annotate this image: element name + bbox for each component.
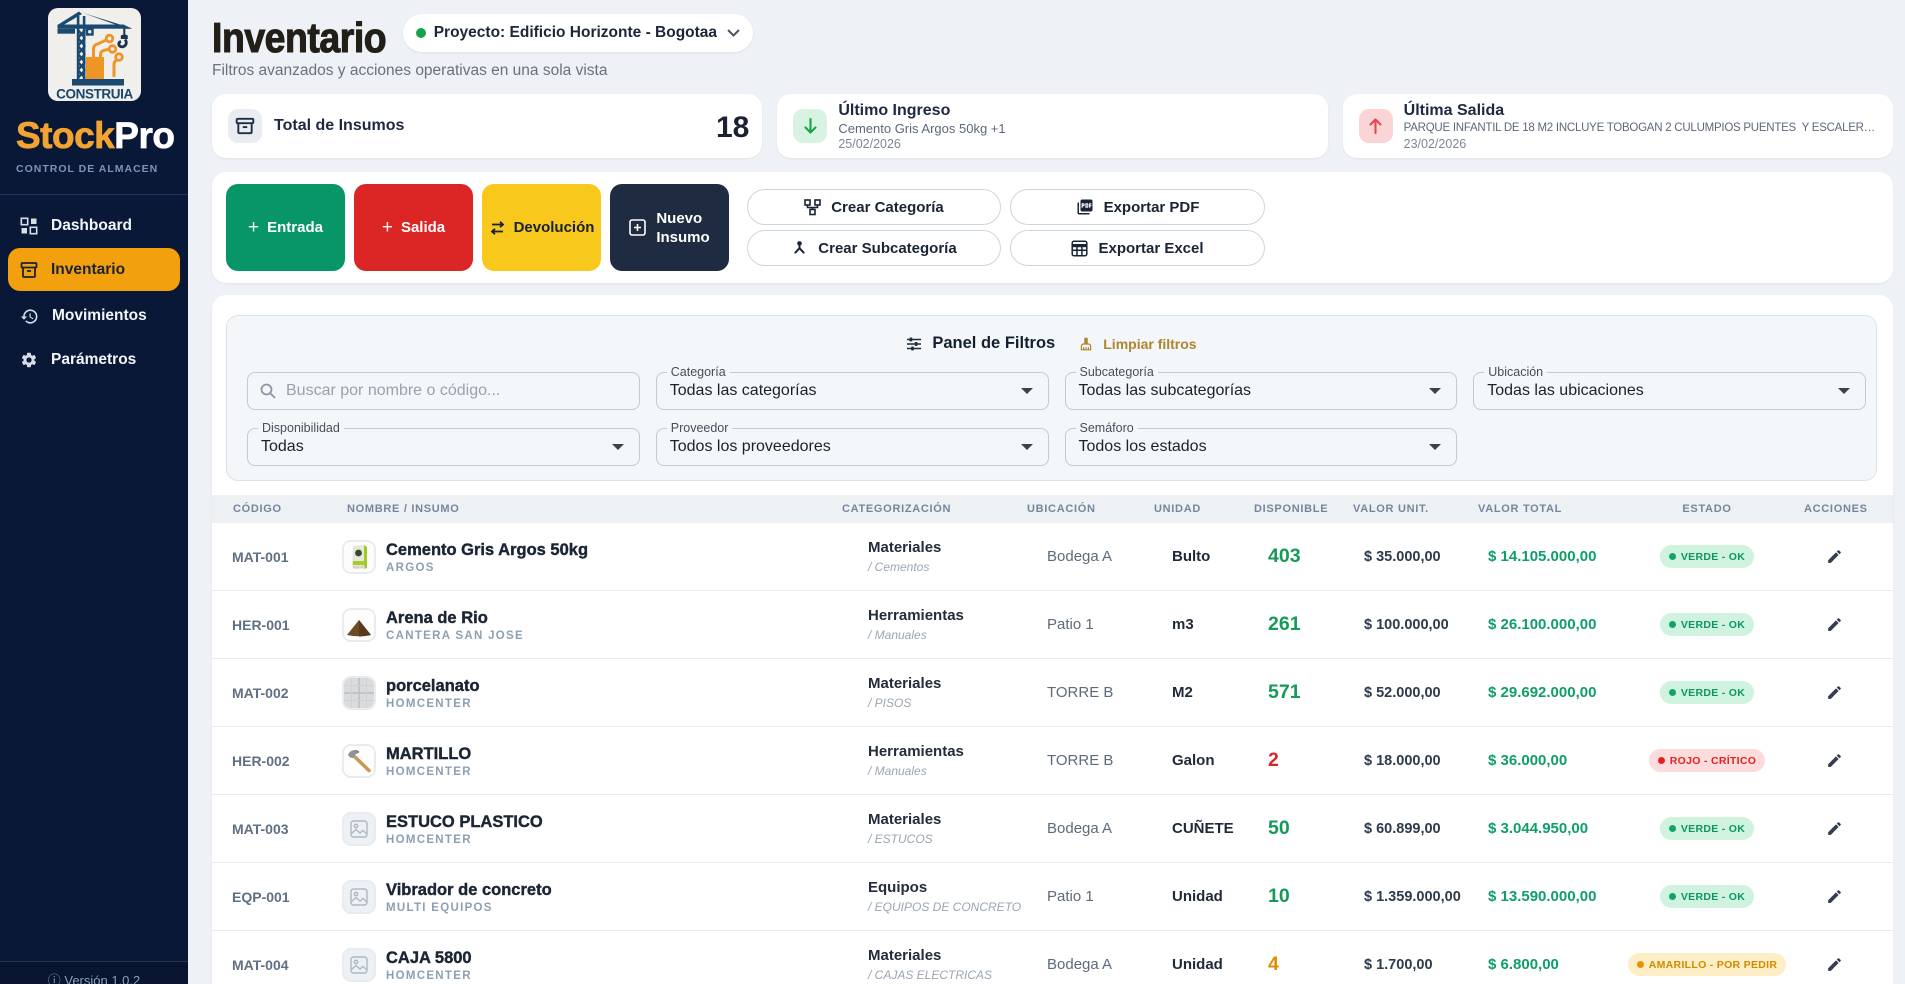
svg-text:CONSTRUIA: CONSTRUIA	[56, 87, 133, 102]
